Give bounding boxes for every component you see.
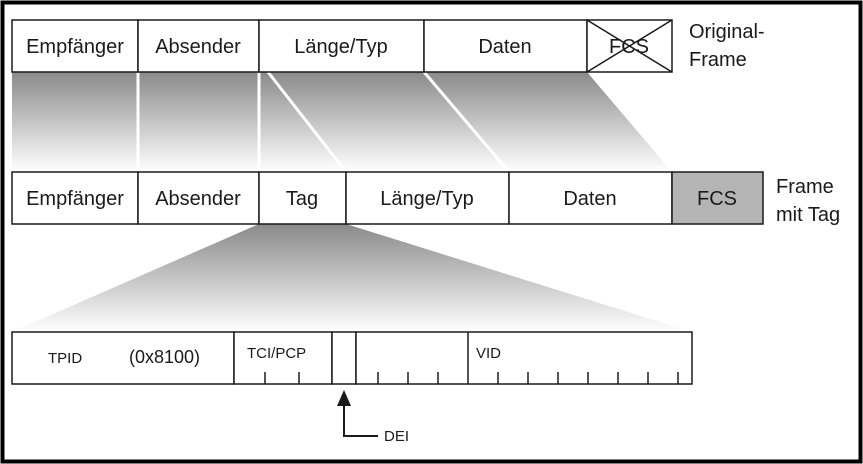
tag-label-empfaenger: Empfänger	[26, 188, 124, 210]
original-frame-label-line2: Frame	[689, 49, 747, 71]
dei-field	[331, 331, 357, 385]
tag-field-daten	[508, 171, 673, 225]
original-frame-label-line1: Original-	[689, 21, 765, 43]
orig-label-empfaenger: Empfänger	[26, 36, 124, 58]
tag-detail: TPID (0x8100) TCI/PCP VID DEI	[11, 331, 693, 445]
tci-bit-ticks	[264, 372, 300, 384]
original-frame: Empfänger Absender Länge/Typ Daten FCS O…	[11, 19, 765, 73]
tag-field-laenge-typ	[345, 171, 510, 225]
tag-field-fcs	[671, 171, 764, 225]
vid-field	[355, 331, 693, 385]
tag-label-absender: Absender	[155, 188, 241, 210]
tpid-label: TPID	[48, 350, 82, 367]
tag-field-absender	[137, 171, 260, 225]
dei-pointer: DEI	[337, 390, 409, 445]
tagged-frame-label-line1: Frame	[776, 176, 834, 198]
vid-bit-ticks	[377, 332, 679, 384]
tag-label-laenge-typ: Länge/Typ	[380, 188, 473, 210]
tag-label-tag: Tag	[286, 188, 318, 210]
tag-funnel	[12, 224, 692, 332]
tag-label-fcs: FCS	[697, 188, 737, 210]
top-funnel	[12, 72, 672, 172]
dei-arrow-line	[343, 404, 378, 437]
connector-line	[266, 71, 348, 173]
tpid-field	[11, 331, 235, 385]
tagged-frame-label-line2: mit Tag	[776, 204, 840, 226]
tag-field-tag	[258, 171, 347, 225]
tci-pcp-field	[233, 331, 333, 385]
dei-arrow-head	[337, 390, 351, 406]
dei-label: DEI	[384, 428, 409, 445]
orig-label-laenge-typ: Länge/Typ	[294, 36, 387, 58]
connector-line	[422, 71, 511, 173]
tagged-frame: Empfänger Absender Tag Länge/Typ Daten F…	[11, 171, 840, 226]
orig-field-absender	[137, 19, 260, 73]
tci-pcp-label: TCI/PCP	[247, 345, 306, 362]
tpid-value: (0x8100)	[129, 347, 200, 367]
fcs-cross-line	[586, 19, 673, 73]
orig-field-empfaenger	[11, 19, 139, 73]
vid-label: VID	[476, 345, 501, 362]
orig-label-daten: Daten	[478, 36, 531, 58]
orig-label-fcs: FCS	[609, 36, 649, 58]
tag-label-daten: Daten	[563, 188, 616, 210]
orig-label-absender: Absender	[155, 36, 241, 58]
